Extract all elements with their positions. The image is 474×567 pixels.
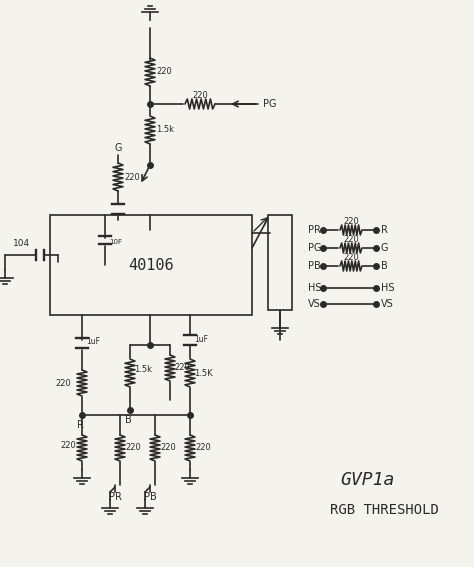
Text: B: B: [125, 415, 131, 425]
Text: G: G: [381, 243, 389, 253]
Text: 1.5k: 1.5k: [156, 125, 174, 134]
Text: 1.5k: 1.5k: [134, 366, 152, 374]
Text: PR: PR: [308, 225, 321, 235]
Text: 1uF: 1uF: [194, 336, 208, 345]
Text: PG: PG: [308, 243, 321, 253]
Text: GVP1a: GVP1a: [340, 471, 394, 489]
Text: G: G: [114, 143, 122, 153]
Text: 220: 220: [343, 218, 359, 226]
Text: 1uF: 1uF: [86, 337, 100, 346]
Text: HS: HS: [381, 283, 394, 293]
Text: B: B: [381, 261, 388, 271]
Text: 40106: 40106: [128, 257, 174, 273]
Text: RGB THRESHOLD: RGB THRESHOLD: [330, 503, 439, 517]
Bar: [50, 215, 252, 315]
Text: 220: 220: [160, 443, 176, 452]
Text: 104: 104: [13, 239, 30, 248]
Text: VS: VS: [308, 299, 321, 309]
Text: 1.5K: 1.5K: [194, 369, 213, 378]
Text: 220: 220: [343, 253, 359, 263]
Text: VS: VS: [381, 299, 394, 309]
Bar: [268, 215, 292, 310]
Text: R: R: [77, 420, 83, 430]
Text: 220: 220: [156, 67, 172, 77]
Text: 220: 220: [55, 379, 71, 387]
Text: 10F: 10F: [109, 239, 122, 245]
Text: PG: PG: [263, 99, 276, 109]
Text: R: R: [381, 225, 388, 235]
Text: PB: PB: [308, 261, 321, 271]
Text: 220: 220: [192, 91, 208, 100]
Text: PB: PB: [144, 492, 156, 502]
Text: 220: 220: [60, 441, 76, 450]
Text: 220: 220: [125, 443, 141, 452]
Text: HS: HS: [308, 283, 321, 293]
Text: 220: 220: [124, 172, 140, 181]
Text: 220: 220: [195, 443, 211, 452]
Text: PR: PR: [109, 492, 121, 502]
Text: 220: 220: [343, 235, 359, 244]
Text: 220: 220: [174, 363, 190, 373]
